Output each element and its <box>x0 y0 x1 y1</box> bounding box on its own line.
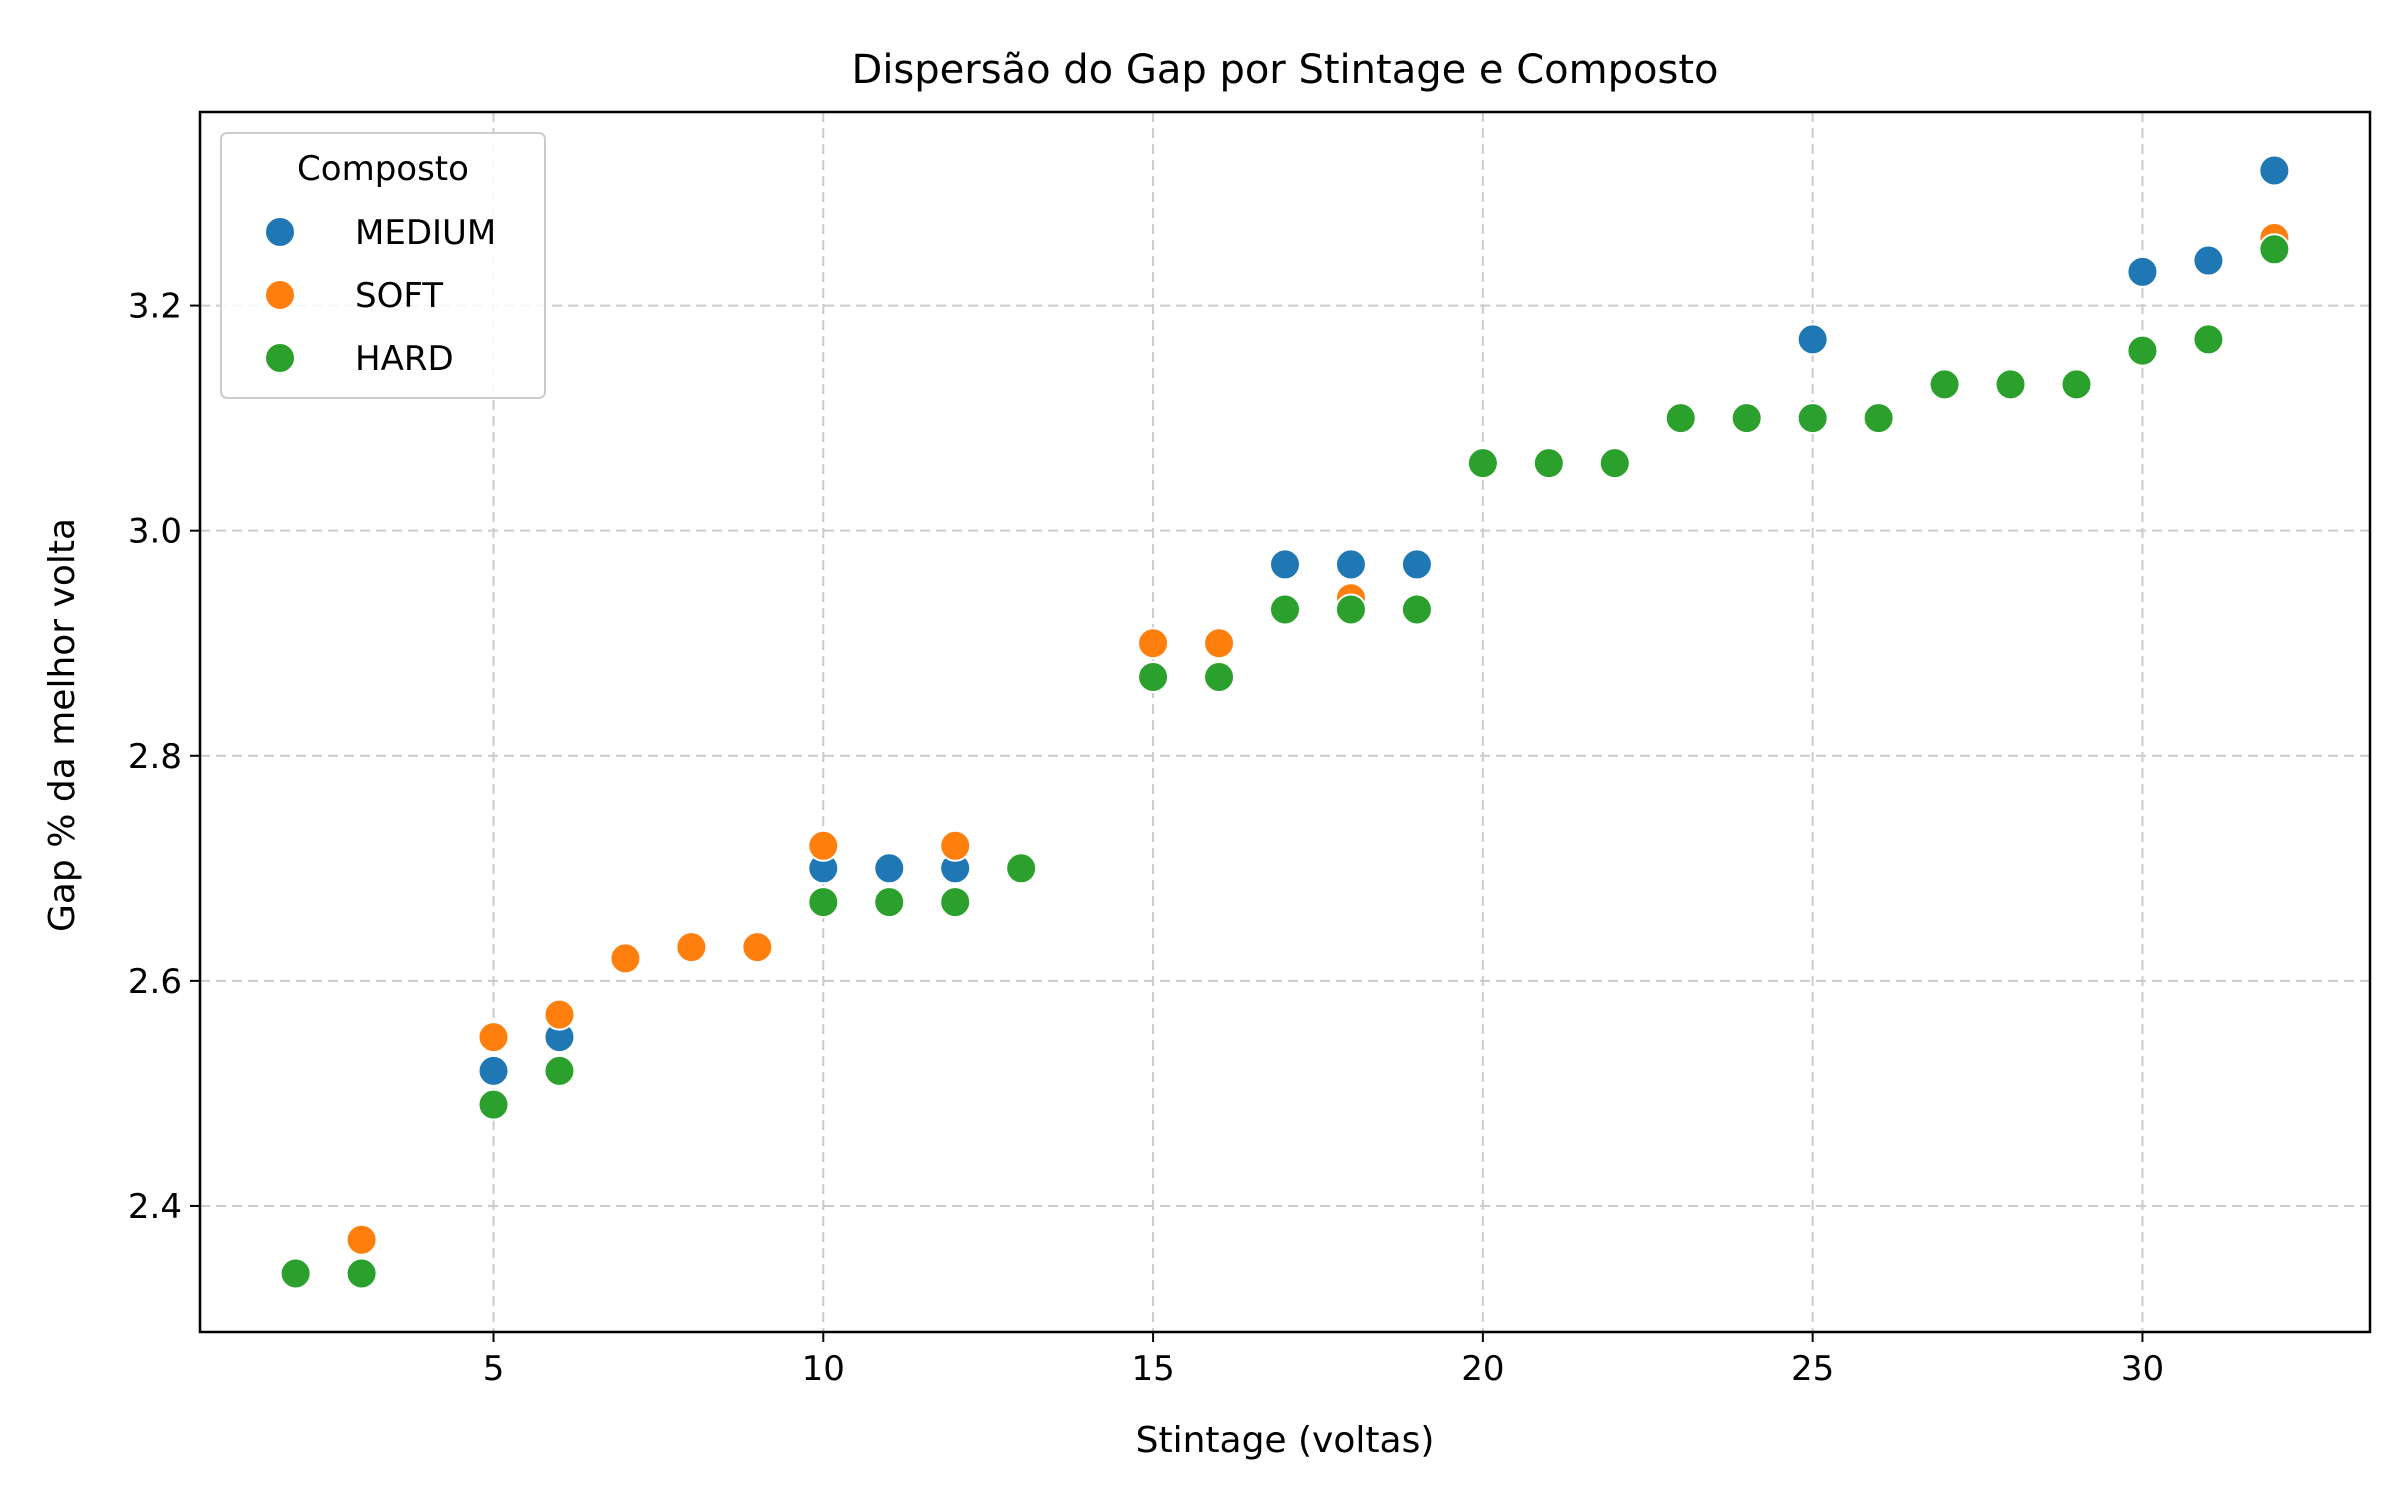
legend-label-soft: SOFT <box>355 276 443 316</box>
data-point-hard <box>2258 233 2291 266</box>
data-point-medium <box>873 852 906 885</box>
data-points <box>279 154 2291 1290</box>
data-point-hard <box>477 1088 510 1121</box>
legend-marker-soft <box>264 279 296 311</box>
data-point-soft <box>345 1223 378 1256</box>
data-point-soft <box>1203 627 1236 660</box>
data-point-medium <box>2258 154 2291 187</box>
data-point-hard <box>1203 660 1236 693</box>
legend-label-medium: MEDIUM <box>355 213 496 253</box>
legend-title: Composto <box>297 149 469 189</box>
data-point-medium <box>1400 548 1433 581</box>
y-tick-label: 2.8 <box>128 737 182 777</box>
data-point-soft <box>939 829 972 862</box>
data-point-hard <box>1664 402 1697 435</box>
data-point-medium <box>477 1054 510 1087</box>
data-point-medium <box>1334 548 1367 581</box>
data-point-hard <box>939 886 972 919</box>
data-point-hard <box>1928 368 1961 401</box>
data-point-hard <box>2126 334 2159 367</box>
x-axis-label: Stintage (voltas) <box>1136 1420 1435 1461</box>
data-point-hard <box>1269 593 1301 626</box>
legend: Composto MEDIUM SOFT HARD <box>220 132 546 399</box>
axis-ticks: 5 10 15 20 25 30 2.4 2.6 2.8 3.0 3.2 <box>128 287 2164 1389</box>
x-tick-label: 10 <box>802 1349 845 1389</box>
y-axis-label: Gap % da melhor volta <box>42 518 83 932</box>
data-point-hard <box>873 886 906 919</box>
data-point-hard <box>807 886 840 919</box>
data-point-soft <box>807 829 840 862</box>
data-point-hard <box>1137 660 1170 693</box>
data-point-hard <box>1730 402 1763 435</box>
legend-marker-hard <box>264 342 296 374</box>
data-point-soft <box>675 931 708 964</box>
data-point-medium <box>1269 548 1301 581</box>
data-point-soft <box>1137 627 1170 660</box>
y-tick-label: 3.0 <box>128 512 182 552</box>
legend-label-hard: HARD <box>355 339 454 379</box>
grid <box>200 112 2370 1332</box>
data-point-hard <box>543 1054 576 1087</box>
data-point-hard <box>1862 402 1895 435</box>
data-point-hard <box>1005 852 1038 885</box>
data-point-soft <box>477 1021 510 1054</box>
data-point-hard <box>2192 323 2225 356</box>
data-point-hard <box>1994 368 2027 401</box>
x-tick-label: 30 <box>2121 1349 2164 1389</box>
data-point-hard <box>279 1257 312 1290</box>
y-tick-label: 2.6 <box>128 962 182 1002</box>
data-point-hard <box>1598 447 1631 480</box>
plot-area-frame <box>198 110 2372 1334</box>
data-point-soft <box>741 931 774 964</box>
y-tick-label: 2.4 <box>128 1187 182 1227</box>
data-point-hard <box>1400 593 1433 626</box>
data-point-hard <box>2060 368 2093 401</box>
x-tick-label: 25 <box>1791 1349 1834 1389</box>
data-point-hard <box>1466 447 1499 480</box>
x-tick-label: 15 <box>1131 1349 1174 1389</box>
chart-title: Dispersão do Gap por Stintage e Composto <box>852 47 1719 93</box>
x-tick-label: 5 <box>483 1349 505 1389</box>
data-point-hard <box>1796 402 1829 435</box>
data-point-hard <box>345 1257 378 1290</box>
data-point-medium <box>2126 255 2159 288</box>
data-point-hard <box>1334 593 1367 626</box>
data-point-medium <box>1796 323 1829 356</box>
y-tick-label: 3.2 <box>128 287 182 327</box>
x-tick-label: 20 <box>1461 1349 1504 1389</box>
legend-box <box>220 132 546 399</box>
data-point-soft <box>543 998 576 1031</box>
data-point-hard <box>1532 447 1565 480</box>
data-point-medium <box>2192 244 2225 277</box>
data-point-soft <box>609 942 642 975</box>
legend-marker-medium <box>264 216 296 248</box>
